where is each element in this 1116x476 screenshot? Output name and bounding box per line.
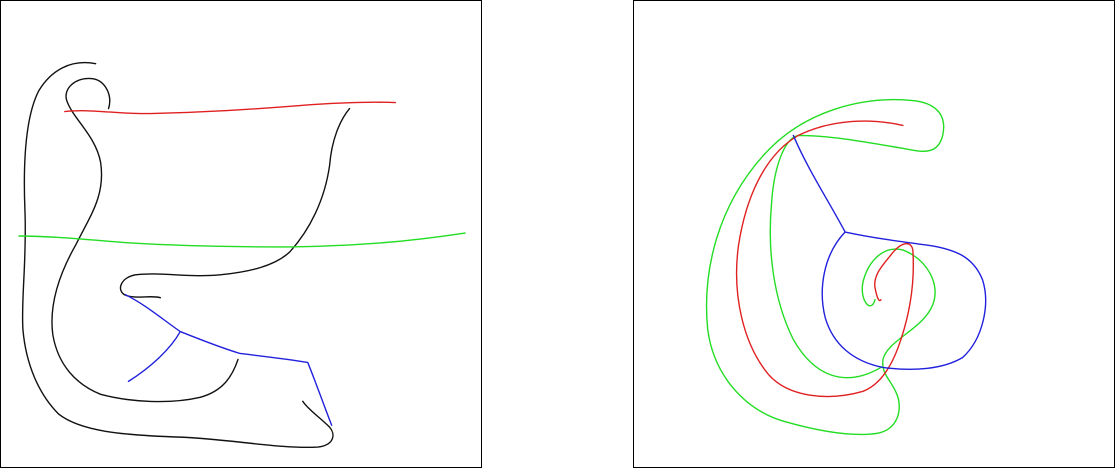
blue-stroke-right xyxy=(792,134,987,370)
right-drawing xyxy=(705,98,987,436)
red-stroke xyxy=(64,101,397,115)
black-outer-stroke xyxy=(21,61,334,449)
green-stroke xyxy=(18,232,466,248)
black-inner-stroke xyxy=(51,77,351,403)
left-drawing xyxy=(18,61,466,449)
red-stroke-right xyxy=(735,120,915,398)
left-panel xyxy=(0,0,482,468)
blue-stroke xyxy=(124,294,333,426)
right-panel xyxy=(633,0,1115,468)
